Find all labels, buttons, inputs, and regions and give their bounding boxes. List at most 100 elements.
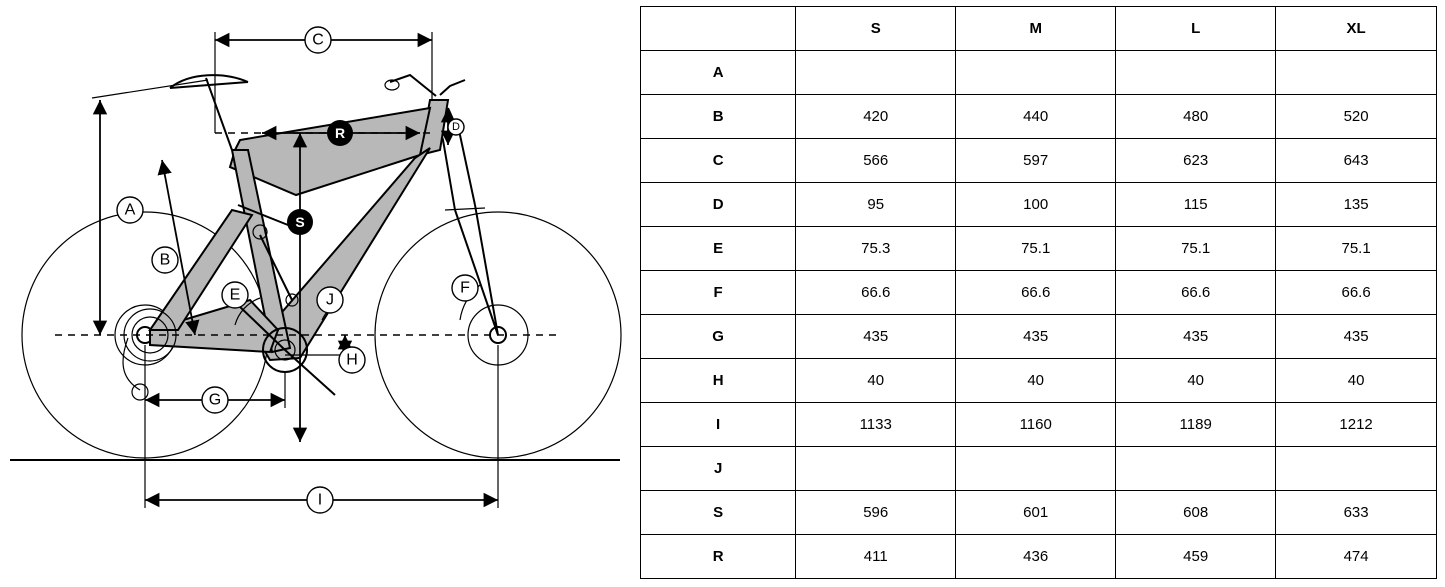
- cell: 1133: [796, 403, 956, 447]
- svg-text:C: C: [312, 32, 324, 49]
- table-row: B420440480520: [641, 95, 1437, 139]
- cell: 75.1: [1276, 227, 1437, 271]
- cell: 440: [956, 95, 1116, 139]
- row-label: A: [641, 51, 796, 95]
- cell: [956, 447, 1116, 491]
- geometry-table-pane: S M L XL AB420440480520C566597623643D951…: [640, 0, 1445, 587]
- cell: 608: [1116, 491, 1276, 535]
- table-row: D95100115135: [641, 183, 1437, 227]
- dim-label-h: H: [339, 347, 365, 373]
- row-label: J: [641, 447, 796, 491]
- table-row: C566597623643: [641, 139, 1437, 183]
- cell: 520: [1276, 95, 1437, 139]
- svg-text:J: J: [326, 292, 334, 309]
- row-label: S: [641, 491, 796, 535]
- row-label: H: [641, 359, 796, 403]
- svg-text:R: R: [335, 125, 345, 141]
- dim-label-g: G: [202, 387, 228, 413]
- cell: 459: [1116, 535, 1276, 579]
- dim-label-j: J: [317, 287, 343, 313]
- dim-label-b: B: [152, 247, 178, 273]
- table-row: J: [641, 447, 1437, 491]
- row-label: D: [641, 183, 796, 227]
- dim-label-i: I: [307, 487, 333, 513]
- row-label: B: [641, 95, 796, 139]
- dim-label-f: F: [452, 275, 478, 301]
- cell: 436: [956, 535, 1116, 579]
- svg-text:F: F: [460, 280, 470, 297]
- bike-schematic-svg: C A B E J F H G: [0, 0, 640, 542]
- table-row: E75.375.175.175.1: [641, 227, 1437, 271]
- cell: 95: [796, 183, 956, 227]
- svg-text:A: A: [125, 202, 136, 219]
- cell: 435: [1116, 315, 1276, 359]
- table-row: I1133116011891212: [641, 403, 1437, 447]
- th-size-s: S: [796, 7, 956, 51]
- th-size-m: M: [956, 7, 1116, 51]
- svg-text:D: D: [452, 121, 460, 133]
- cell: [1276, 51, 1437, 95]
- cell: 75.3: [796, 227, 956, 271]
- svg-text:G: G: [209, 392, 221, 409]
- cell: [956, 51, 1116, 95]
- cell: [796, 51, 956, 95]
- cell: 75.1: [1116, 227, 1276, 271]
- cell: [796, 447, 956, 491]
- table-row: H40404040: [641, 359, 1437, 403]
- cell: 1212: [1276, 403, 1437, 447]
- dim-label-e: E: [222, 282, 248, 308]
- cell: 623: [1116, 139, 1276, 183]
- cell: [1116, 447, 1276, 491]
- table-row: A: [641, 51, 1437, 95]
- row-label: R: [641, 535, 796, 579]
- cell: 435: [796, 315, 956, 359]
- svg-text:I: I: [318, 492, 322, 509]
- geometry-table: S M L XL AB420440480520C566597623643D951…: [640, 6, 1437, 579]
- dim-label-a: A: [117, 197, 143, 223]
- cell: 474: [1276, 535, 1437, 579]
- dim-label-d: D: [448, 119, 464, 135]
- cell: 40: [1276, 359, 1437, 403]
- row-label: C: [641, 139, 796, 183]
- cell: 420: [796, 95, 956, 139]
- cell: 40: [796, 359, 956, 403]
- table-header-row: S M L XL: [641, 7, 1437, 51]
- cell: 633: [1276, 491, 1437, 535]
- table-row: F66.666.666.666.6: [641, 271, 1437, 315]
- cell: 115: [1116, 183, 1276, 227]
- table-row: R411436459474: [641, 535, 1437, 579]
- svg-text:E: E: [230, 287, 241, 304]
- cell: 596: [796, 491, 956, 535]
- cell: 40: [1116, 359, 1276, 403]
- cell: 40: [956, 359, 1116, 403]
- table-row: G435435435435: [641, 315, 1437, 359]
- cell: 643: [1276, 139, 1437, 183]
- row-label: I: [641, 403, 796, 447]
- svg-text:B: B: [160, 252, 171, 269]
- cell: 66.6: [1116, 271, 1276, 315]
- th-blank: [641, 7, 796, 51]
- cell: 435: [1276, 315, 1437, 359]
- cell: 597: [956, 139, 1116, 183]
- svg-text:S: S: [295, 214, 304, 230]
- dim-label-c: C: [305, 27, 331, 53]
- cell: [1116, 51, 1276, 95]
- cell: 66.6: [796, 271, 956, 315]
- svg-text:H: H: [346, 352, 358, 369]
- cell: 66.6: [956, 271, 1116, 315]
- cell: 135: [1276, 183, 1437, 227]
- row-label: G: [641, 315, 796, 359]
- cell: 435: [956, 315, 1116, 359]
- cell: 411: [796, 535, 956, 579]
- cell: 601: [956, 491, 1116, 535]
- geometry-diagram: C A B E J F H G: [0, 0, 640, 542]
- cell: 480: [1116, 95, 1276, 139]
- table-row: S596601608633: [641, 491, 1437, 535]
- cell: 566: [796, 139, 956, 183]
- row-label: F: [641, 271, 796, 315]
- dim-badge-r: R: [327, 120, 353, 146]
- cell: 1160: [956, 403, 1116, 447]
- th-size-xl: XL: [1276, 7, 1437, 51]
- cell: 66.6: [1276, 271, 1437, 315]
- cell: 75.1: [956, 227, 1116, 271]
